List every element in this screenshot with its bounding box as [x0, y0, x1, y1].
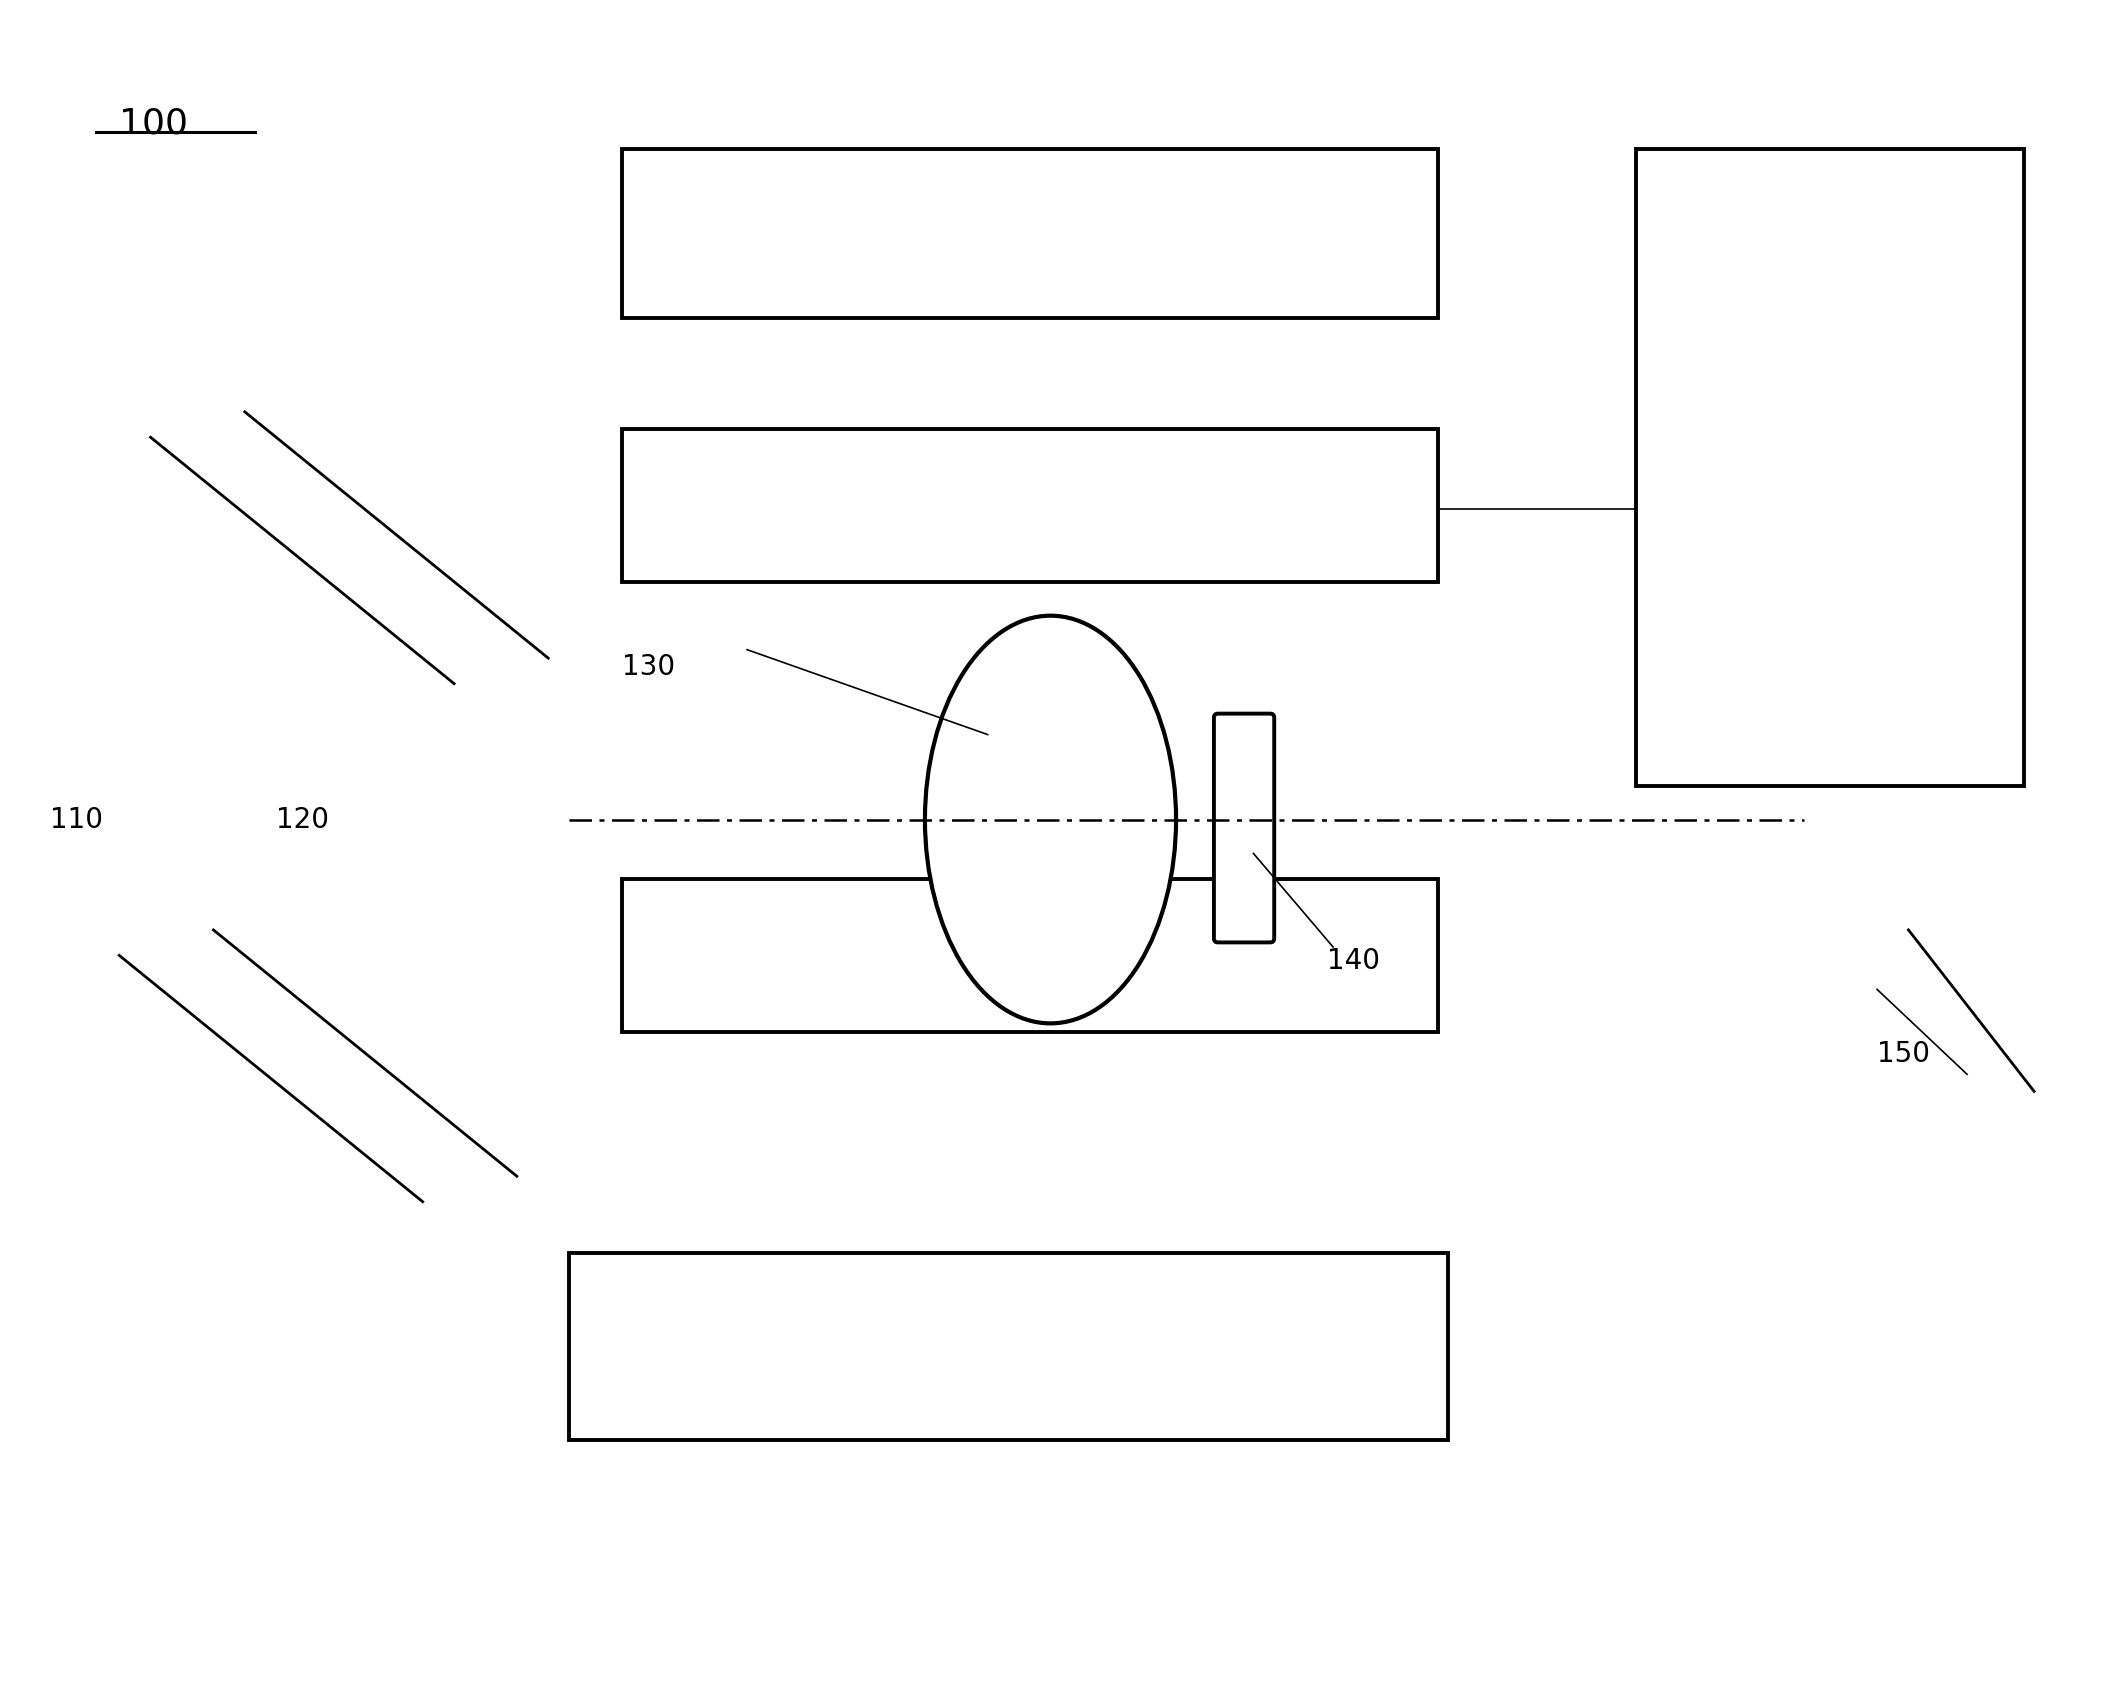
- FancyBboxPatch shape: [1214, 714, 1273, 942]
- Text: 130: 130: [622, 654, 674, 681]
- Ellipse shape: [924, 616, 1177, 1024]
- Bar: [622, 428, 1437, 582]
- Bar: [622, 879, 1437, 1031]
- Text: 120: 120: [275, 806, 330, 833]
- Text: 110: 110: [50, 806, 103, 833]
- Bar: [622, 149, 1437, 319]
- Text: 100: 100: [120, 106, 189, 140]
- Text: 140: 140: [1326, 947, 1380, 975]
- Text: 150: 150: [1876, 1040, 1931, 1069]
- Bar: [1637, 149, 2023, 785]
- Bar: [569, 1253, 1448, 1439]
